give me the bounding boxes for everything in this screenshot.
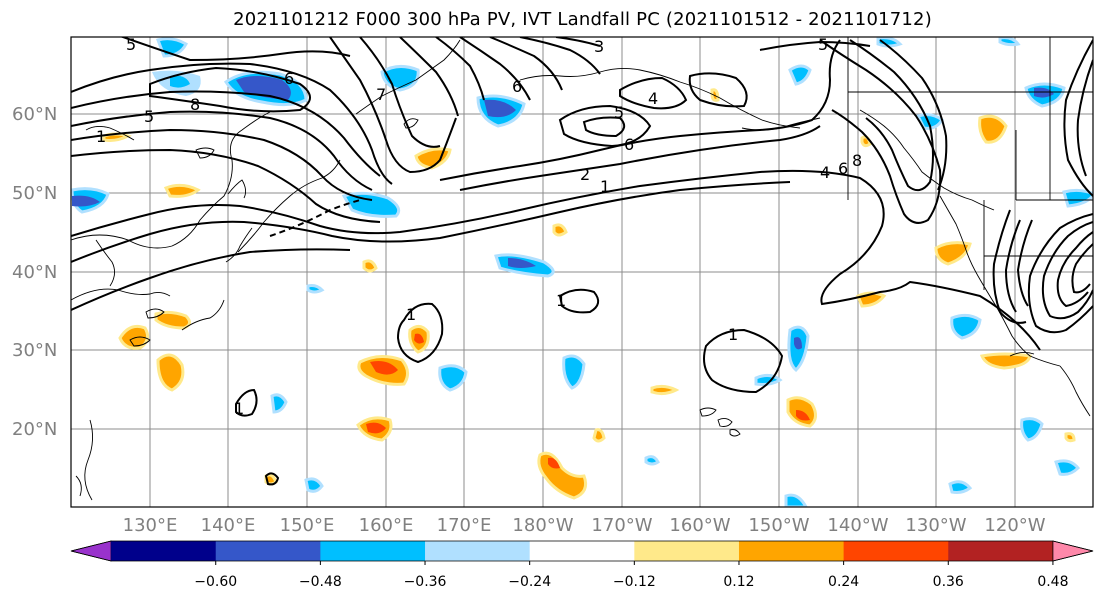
- dashed-contours: [269, 199, 361, 237]
- contour-label: 3: [594, 37, 604, 56]
- contour-label: 6: [284, 69, 294, 88]
- lat-label: 50°N: [12, 183, 57, 204]
- contour-label: 1: [234, 399, 244, 418]
- map-panel: 5 8 6 1 7 3 6 5 4 6 1 2 1 5 5 4 6: [70, 35, 1094, 508]
- colorbar-swatch: [843, 541, 949, 561]
- colorbar-tick-label: 0.12: [723, 574, 754, 590]
- contour-label: 7: [376, 85, 386, 104]
- colorbar-tick-label: 0.48: [1037, 574, 1068, 590]
- colorbar: −0.60 −0.48 −0.36 −0.24 −0.12 0.12 0.24 0.36 0.4…: [70, 540, 1094, 590]
- colorbar-swatch: [634, 541, 740, 561]
- contour-label-group: 5 8 6 1 7 3 6 5 4 6 1 2 1 5 5 4 6: [96, 35, 862, 418]
- lat-label: 20°N: [12, 419, 57, 440]
- contour-label: 1: [600, 177, 610, 196]
- contour-label: 4: [648, 89, 658, 108]
- contour-label: 1: [406, 305, 416, 324]
- coastlines: [71, 37, 1093, 501]
- colorbar-swatch: [215, 541, 321, 561]
- contour-label: 4: [820, 163, 830, 182]
- colorbar-swatch: [948, 541, 1054, 561]
- contour-label: 6: [624, 135, 634, 154]
- colorbar-swatch: [529, 541, 635, 561]
- figure-title: 2021101212 F000 300 hPa PV, IVT Landfall…: [233, 9, 932, 30]
- contour-label: 1: [556, 291, 566, 310]
- contour-label: 8: [190, 95, 200, 114]
- lon-label: 140°E: [201, 515, 256, 536]
- colorbar-swatch: [425, 541, 531, 561]
- lon-label: 150°E: [280, 515, 335, 536]
- lat-label: 40°N: [12, 262, 57, 283]
- lon-label: 130°E: [123, 515, 178, 536]
- contour-label: 5: [126, 35, 136, 54]
- contour-label: 1: [728, 325, 738, 344]
- colorbar-tick-label: −0.60: [194, 574, 237, 590]
- lon-label: 160°W: [669, 515, 730, 536]
- lon-label: 130°W: [905, 515, 966, 536]
- contour-label: 2: [580, 165, 590, 184]
- contour-label: 5: [144, 107, 154, 126]
- lat-label: 60°N: [12, 104, 57, 125]
- lon-label: 160°E: [359, 515, 414, 536]
- colorbar-tick-label: 0.36: [933, 574, 964, 590]
- colorbar-tick-label: −0.12: [613, 574, 656, 590]
- colorbar-tick-label: −0.36: [404, 574, 447, 590]
- colorbar-arrow-high: [1052, 540, 1094, 562]
- contour-label: 5: [818, 35, 828, 54]
- lon-label: 120°W: [984, 515, 1045, 536]
- colorbar-arrow-low: [70, 540, 112, 562]
- axis-labels: 60°N 50°N 40°N 30°N 20°N 130°E 140°E 150…: [12, 104, 1046, 536]
- lon-label: 150°W: [748, 515, 809, 536]
- colorbar-swatch: [738, 541, 845, 561]
- colorbar-tick-label: −0.24: [508, 574, 551, 590]
- colorbar-outline: [70, 540, 1094, 562]
- contour-label: 6: [512, 77, 522, 96]
- contour-label: 6: [838, 159, 848, 178]
- lon-label: 180°W: [512, 515, 573, 536]
- colorbar-tick-label: −0.48: [299, 574, 342, 590]
- contour-label: 5: [614, 103, 624, 122]
- negative-anomaly-fills: [71, 37, 1093, 507]
- pv-contour-lines: [71, 37, 1093, 486]
- lon-label: 170°W: [591, 515, 652, 536]
- lon-label: 140°W: [827, 515, 888, 536]
- colorbar-tick-label: 0.24: [828, 574, 859, 590]
- map-frame: [70, 36, 1094, 508]
- colorbar-swatch: [320, 541, 426, 561]
- lat-label: 30°N: [12, 340, 57, 361]
- contour-label: 8: [852, 151, 862, 170]
- lon-label: 170°E: [437, 515, 492, 536]
- contour-label: 1: [96, 127, 106, 146]
- colorbar-swatch: [111, 541, 217, 561]
